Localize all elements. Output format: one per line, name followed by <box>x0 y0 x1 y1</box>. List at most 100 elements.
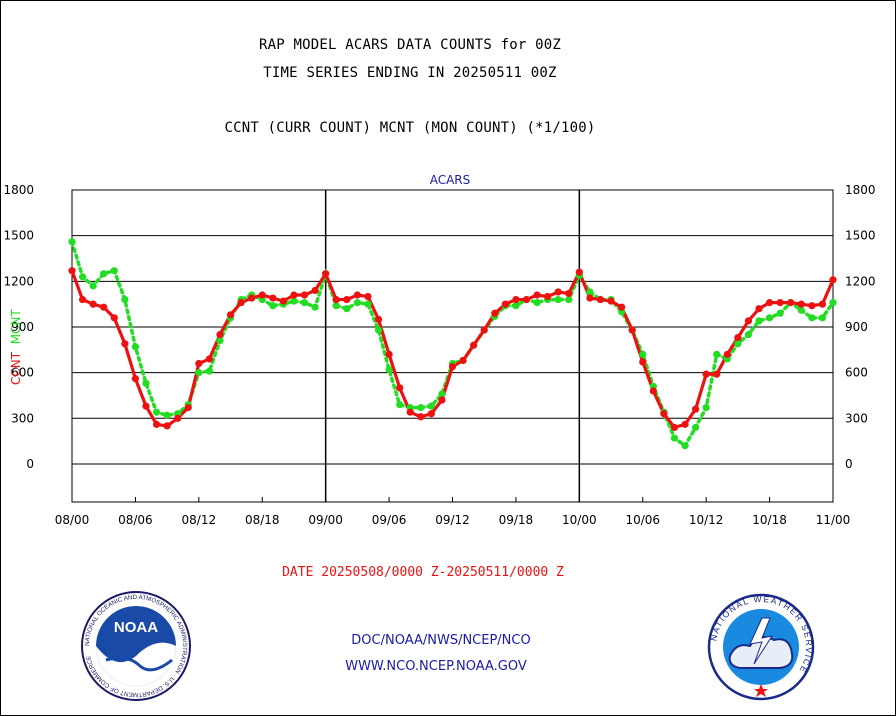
noaa-logo: NOAA NATIONAL OCEANIC AND ATMOSPHERIC AD… <box>81 591 191 701</box>
org-path-label: DOC/NOAA/NWS/NCEP/NCO <box>351 633 531 648</box>
data-point-ccnt <box>385 350 393 358</box>
data-point-ccnt <box>554 288 562 296</box>
x-tick-label: 09/00 <box>308 513 343 527</box>
x-tick-label: 11/00 <box>816 513 851 527</box>
data-point-mcnt <box>163 411 171 419</box>
data-point-ccnt <box>364 292 372 301</box>
data-point-ccnt <box>163 422 171 430</box>
y-tick-label-right: 1200 <box>845 274 876 288</box>
data-point-mcnt <box>385 365 393 374</box>
data-point-mcnt <box>734 340 742 348</box>
nws-logo: NATIONAL WEATHER SERVICE <box>707 593 815 701</box>
data-point-ccnt <box>723 350 731 358</box>
data-point-ccnt <box>512 295 520 304</box>
y-tick-label-left: 600 <box>11 366 34 380</box>
data-point-mcnt <box>554 295 562 304</box>
data-point-ccnt <box>100 303 108 311</box>
x-tick-label: 10/12 <box>689 513 724 527</box>
y-tick-label-right: 600 <box>845 366 868 380</box>
y-axis-label-mcnt: MCNT <box>9 309 23 352</box>
data-point-mcnt <box>195 369 203 377</box>
data-point-mcnt <box>691 423 700 432</box>
data-point-mcnt <box>586 288 594 296</box>
data-point-ccnt <box>121 340 129 348</box>
data-point-mcnt <box>818 314 827 322</box>
data-point-ccnt <box>522 295 531 304</box>
data-point-mcnt <box>427 402 435 410</box>
data-point-mcnt <box>744 330 753 339</box>
data-point-ccnt <box>269 294 277 302</box>
data-point-ccnt <box>670 423 679 432</box>
data-point-ccnt <box>787 299 795 307</box>
data-point-mcnt <box>332 302 340 310</box>
data-point-mcnt <box>755 317 763 325</box>
x-tick-label: 10/06 <box>625 513 660 527</box>
data-point-ccnt <box>332 295 340 304</box>
data-point-mcnt <box>438 390 446 398</box>
data-point-ccnt <box>744 317 753 325</box>
data-point-ccnt <box>205 355 214 363</box>
data-point-ccnt <box>195 359 203 368</box>
data-point-mcnt <box>639 350 647 358</box>
data-point-mcnt <box>808 314 816 322</box>
x-tick-label: 08/00 <box>55 513 90 527</box>
y-axis-label: CCNT MCNT <box>9 309 23 385</box>
x-tick-label: 08/18 <box>245 513 280 527</box>
data-point-ccnt <box>226 311 235 319</box>
data-point-ccnt <box>343 295 351 304</box>
y-tick-label-left: 1200 <box>3 274 34 288</box>
data-point-ccnt <box>470 341 478 349</box>
data-point-ccnt <box>174 414 182 422</box>
data-point-ccnt <box>713 370 721 378</box>
website-label: WWW.NCO.NCEP.NOAA.GOV <box>345 659 527 674</box>
data-point-mcnt <box>300 299 309 307</box>
data-point-mcnt <box>565 295 573 304</box>
x-tick-label: 09/18 <box>499 513 534 527</box>
data-point-ccnt <box>438 396 446 404</box>
data-point-ccnt <box>649 387 657 395</box>
y-tick-label-right: 1500 <box>845 229 876 243</box>
data-point-ccnt <box>459 356 467 365</box>
data-point-ccnt <box>797 300 805 308</box>
y-tick-label-left: 300 <box>11 411 34 425</box>
series-line-mcnt <box>70 239 835 449</box>
data-point-ccnt <box>565 289 573 298</box>
x-tick-label: 08/06 <box>118 513 153 527</box>
data-point-mcnt <box>100 270 108 278</box>
data-point-ccnt <box>396 384 404 392</box>
date-range-label: DATE 20250508/0000 Z-20250511/0000 Z <box>282 565 564 580</box>
data-point-ccnt <box>89 300 97 308</box>
data-point-ccnt <box>575 268 583 276</box>
x-tick-label: 08/12 <box>182 513 217 527</box>
data-point-ccnt <box>607 297 615 305</box>
data-point-mcnt <box>797 306 805 314</box>
data-point-ccnt <box>618 303 626 311</box>
y-tick-label-right: 0 <box>845 457 853 471</box>
data-point-mcnt <box>110 267 118 275</box>
data-point-mcnt <box>78 273 87 281</box>
data-point-ccnt <box>681 420 689 428</box>
data-point-mcnt <box>68 238 76 246</box>
data-point-ccnt <box>300 291 309 299</box>
data-point-ccnt <box>110 314 118 322</box>
data-point-ccnt <box>406 408 414 416</box>
panel-title: ACARS <box>430 173 471 187</box>
data-point-mcnt <box>353 299 361 307</box>
data-point-mcnt <box>829 299 837 307</box>
data-point-ccnt <box>544 292 552 301</box>
data-point-mcnt <box>89 282 97 290</box>
data-point-ccnt <box>353 291 361 299</box>
data-point-ccnt <box>290 291 298 299</box>
data-point-mcnt <box>396 400 404 409</box>
chart-title-line2: TIME SERIES ENDING IN 20250511 00Z <box>263 65 557 81</box>
chart-legend-description: CCNT (CURR COUNT) MCNT (MON COUNT) (*1/1… <box>224 120 596 136</box>
data-point-ccnt <box>311 286 319 295</box>
data-point-ccnt <box>279 297 287 305</box>
data-point-mcnt <box>152 408 161 416</box>
data-point-ccnt <box>237 299 245 307</box>
data-point-ccnt <box>586 294 594 302</box>
data-point-ccnt <box>78 295 87 304</box>
data-point-mcnt <box>216 337 224 345</box>
data-point-ccnt <box>818 300 827 308</box>
